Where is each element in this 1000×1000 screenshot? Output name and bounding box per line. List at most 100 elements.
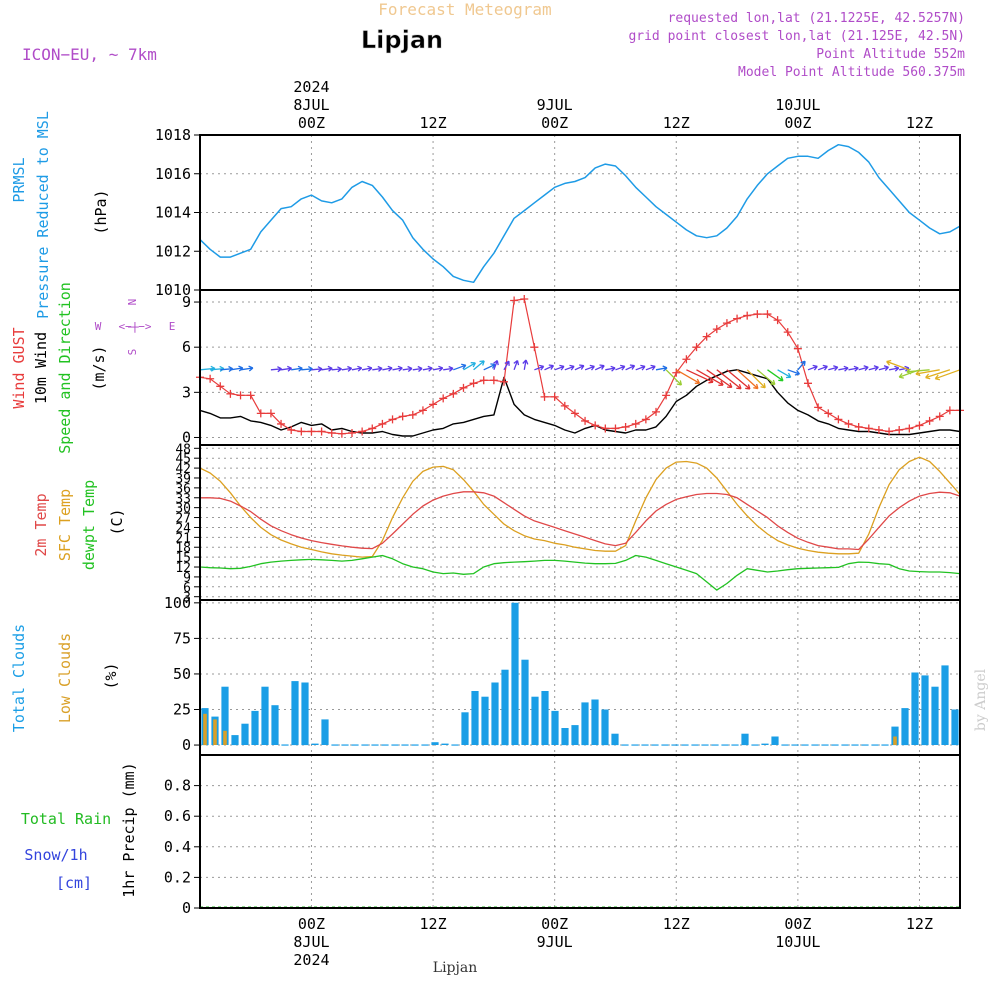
wind-gust-marker — [459, 383, 468, 392]
total-clouds-bar — [601, 709, 609, 746]
wind-direction-arrow — [746, 369, 766, 389]
wind-gust-marker — [327, 428, 336, 437]
wind-direction-arrow — [858, 365, 869, 372]
wind-direction-arrow — [463, 362, 476, 371]
y-tick-label: 12 — [175, 561, 191, 576]
wind-gust-marker — [408, 410, 417, 419]
wind-gust-marker — [814, 403, 823, 412]
wind-direction-arrow — [372, 365, 383, 372]
total-clouds-bar — [831, 744, 839, 746]
wind-direction-arrow — [281, 365, 293, 372]
y-tick-label: 1016 — [155, 165, 191, 183]
total-clouds-bar — [241, 723, 249, 745]
y-tick-label: 3 — [182, 383, 191, 401]
wind-direction-arrow — [888, 365, 900, 372]
wind-gust-marker — [722, 319, 731, 328]
wind-gust-marker — [712, 325, 721, 334]
data-layer — [196, 143, 964, 908]
wind-gust-marker — [793, 344, 802, 353]
y-tick-label: 1012 — [155, 242, 191, 260]
wind-direction-arrow — [605, 365, 616, 372]
low-clouds-bar — [223, 730, 227, 745]
dewpt-series-line — [199, 554, 961, 591]
y-tick-label: 1010 — [155, 281, 191, 299]
wind-direction-arrow — [848, 365, 859, 372]
pressure-label-prmsl: PRMSL — [10, 157, 28, 202]
total-clouds-bar — [881, 744, 889, 746]
wind-gust-marker — [418, 406, 427, 415]
wind-10m-series-line — [199, 369, 961, 437]
bottom-time-label: 00Z — [784, 915, 811, 933]
y-tick-label: 1018 — [155, 126, 191, 144]
wind-gust-marker — [398, 412, 407, 421]
total-clouds-bar — [581, 702, 589, 746]
clouds-panel-frame — [199, 599, 961, 756]
total-clouds-bar — [391, 744, 399, 746]
bottom-time-label: 12Z — [663, 915, 690, 933]
wind-gust-marker — [479, 376, 488, 385]
wind-direction-arrow — [625, 364, 636, 371]
wind-gust-marker — [581, 416, 590, 425]
total-clouds-bar — [751, 744, 759, 746]
wind-direction-arrow — [544, 364, 555, 371]
total-clouds-bar — [421, 744, 429, 746]
low-clouds-bar — [213, 719, 217, 745]
y-tick-label: 6 — [182, 338, 191, 356]
top-time-label: 00Z — [784, 114, 811, 132]
frame-layer — [194, 134, 961, 909]
wind-direction-arrow — [321, 365, 333, 372]
wind-direction-arrow — [402, 365, 413, 373]
wind-direction-arrow — [270, 366, 282, 373]
sfc-temp-series-line — [199, 456, 961, 558]
total-clouds-bar — [361, 744, 369, 746]
total-clouds-bar — [651, 744, 659, 746]
total-clouds-bar — [781, 744, 789, 746]
wind-gust-label: Wind GUST — [10, 327, 28, 408]
total-clouds-label: Total Clouds — [10, 624, 28, 732]
total-clouds-bar — [851, 744, 859, 746]
wind-gust-marker — [256, 409, 265, 418]
wind-gust-series-line — [199, 298, 960, 435]
wind-direction-arrow — [925, 369, 951, 380]
dewpt-label: dewpt Temp — [80, 480, 98, 570]
wind-direction-arrow — [422, 365, 433, 372]
y-tick-label: 0.8 — [164, 777, 191, 795]
wind-gust-marker — [236, 391, 245, 400]
total-clouds-bar — [481, 696, 489, 745]
footer-location: Lipjan — [433, 960, 477, 976]
text-layer: 1010101210141016101803693691215182124273… — [10, 78, 933, 969]
wind-direction-arrow — [453, 363, 467, 371]
compass-north: N — [126, 299, 139, 306]
wind-direction-arrow — [513, 359, 520, 371]
wind-gust-marker — [348, 428, 356, 437]
snow-label: Snow/1h — [24, 846, 87, 864]
wind-direction-arrow — [868, 365, 879, 372]
y-tick-label: 25 — [173, 700, 191, 718]
total-clouds-bar — [941, 665, 949, 745]
total-clouds-bar — [911, 672, 919, 745]
wind-gust-marker — [540, 392, 549, 401]
wind-gust-marker — [560, 401, 569, 410]
total-clouds-bar — [711, 744, 719, 746]
top-time-label: 00Z — [298, 114, 325, 132]
wind-gust-marker — [773, 316, 782, 325]
total-clouds-bar — [611, 733, 619, 746]
wind-gust-marker — [925, 416, 934, 425]
wind-gust-marker — [226, 389, 235, 398]
wind-direction-arrow — [756, 369, 776, 386]
top-time-label: 10JUL — [775, 96, 820, 114]
total-clouds-bar — [621, 744, 629, 746]
wind-direction-arrow — [584, 364, 595, 371]
total-clouds-bar — [511, 602, 519, 745]
total-clouds-bar — [731, 744, 739, 746]
low-clouds-bar — [893, 736, 897, 745]
total-clouds-bar — [351, 744, 359, 746]
total-clouds-bar — [301, 682, 309, 746]
wind-direction-arrow — [878, 365, 889, 372]
wind-direction-arrow — [382, 365, 393, 372]
total-clouds-bar — [791, 744, 799, 746]
wind-direction-arrow — [726, 369, 751, 390]
total-clouds-bar — [501, 669, 509, 746]
bottom-time-label: 12Z — [906, 915, 933, 933]
wind-gust-marker — [439, 394, 448, 403]
